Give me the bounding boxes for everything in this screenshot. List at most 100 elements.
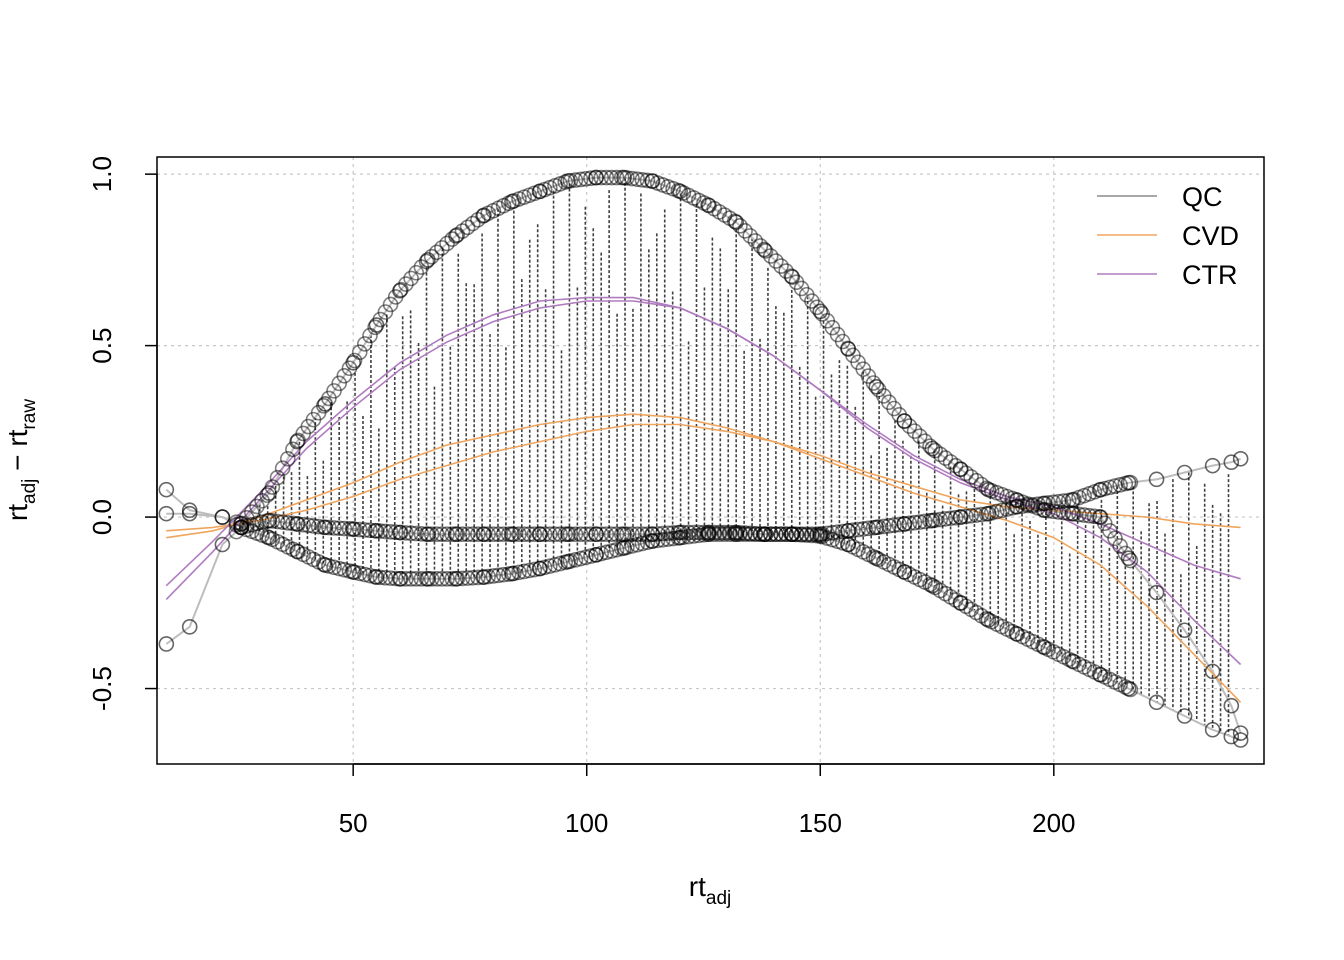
sample-point <box>279 515 296 531</box>
sample-point <box>408 525 425 542</box>
sample-point <box>737 526 753 543</box>
sample-point <box>269 469 286 486</box>
sample-point <box>346 521 363 537</box>
sample-point <box>387 524 404 541</box>
sample-point <box>644 533 661 549</box>
sample-point <box>444 231 461 247</box>
sample-point <box>896 516 913 532</box>
sample-point <box>706 526 723 543</box>
sample-point <box>423 571 440 587</box>
sample-point <box>500 526 517 543</box>
sample-point <box>393 571 409 587</box>
sample-point <box>675 529 692 546</box>
x-tick-label: 100 <box>565 808 608 838</box>
sample-point <box>881 518 897 534</box>
qc-point <box>214 536 231 553</box>
qc-point <box>1223 454 1240 471</box>
sample-point <box>768 526 784 543</box>
qc-point <box>289 433 305 450</box>
sample-point <box>572 526 589 543</box>
sample-point <box>773 526 789 543</box>
sample-point <box>341 360 358 377</box>
sample-point <box>726 213 743 230</box>
sample-point <box>459 570 476 586</box>
sample-point <box>855 521 872 537</box>
sample-point <box>562 172 579 189</box>
sample-point <box>752 238 769 254</box>
sample-point <box>598 169 615 186</box>
qc-point <box>1148 694 1165 711</box>
sample-point <box>285 441 301 458</box>
sample-point <box>917 433 933 449</box>
sample-point <box>840 523 856 539</box>
sample-point <box>798 526 815 543</box>
sample-point <box>423 248 440 265</box>
sample-point <box>814 526 830 542</box>
sample-point <box>958 508 974 525</box>
sample-point <box>788 526 805 543</box>
sample-point <box>423 526 440 543</box>
sample-point <box>562 526 579 543</box>
sample-point <box>593 169 610 186</box>
sample-point <box>927 512 943 528</box>
sample-point <box>279 450 296 467</box>
sample-point <box>336 520 353 537</box>
qc-point <box>784 269 801 285</box>
qc-point <box>1148 584 1165 601</box>
sample-point <box>634 172 651 188</box>
sample-point <box>778 263 794 279</box>
sample-point <box>362 327 378 344</box>
sample-point <box>449 526 466 543</box>
sample-point <box>480 568 496 585</box>
sample-point <box>1040 495 1057 511</box>
sample-point <box>269 513 286 530</box>
sample-point <box>434 240 450 256</box>
sample-point <box>593 526 610 543</box>
sample-point <box>351 344 368 361</box>
sample-point <box>341 521 358 537</box>
sample-point <box>598 526 615 543</box>
sample-point <box>480 526 496 543</box>
x-axis-title: rtadj <box>689 871 731 909</box>
sample-point <box>398 276 414 292</box>
qc-point <box>214 509 231 525</box>
sample-point <box>552 526 568 543</box>
sample-point <box>1045 503 1062 520</box>
sample-point <box>511 526 527 543</box>
qc-point <box>158 481 175 498</box>
sample-point <box>398 525 414 541</box>
sample-point <box>624 170 640 187</box>
sample-point <box>464 569 481 586</box>
sample-point <box>829 524 846 540</box>
data-points <box>158 169 1249 748</box>
sample-point <box>449 570 466 587</box>
sample-point <box>696 526 712 543</box>
sample-point <box>449 227 466 243</box>
sample-point <box>521 562 538 579</box>
qc-point <box>1232 450 1249 467</box>
sample-point <box>531 526 548 543</box>
sample-point <box>670 530 687 546</box>
sample-point <box>408 571 425 587</box>
sample-point <box>331 520 347 537</box>
sample-point <box>403 270 419 287</box>
sample-point <box>490 567 507 584</box>
sample-point <box>475 526 491 543</box>
grid-lines <box>157 157 1264 764</box>
sample-point <box>567 526 584 543</box>
sample-point <box>357 522 373 538</box>
sample-point <box>629 171 645 187</box>
sample-point <box>691 527 707 544</box>
sample-point <box>953 509 969 525</box>
qc-point <box>1148 471 1165 488</box>
y-tick-label: 0.0 <box>87 499 117 535</box>
sample-point <box>290 516 306 532</box>
sample-point <box>660 531 676 547</box>
sample-point <box>726 526 743 543</box>
sample-point <box>367 568 383 585</box>
sample-point <box>326 520 342 536</box>
sample-point <box>1030 496 1046 512</box>
sample-point <box>778 526 794 543</box>
qc-point <box>1120 550 1137 567</box>
sample-point <box>259 513 276 529</box>
